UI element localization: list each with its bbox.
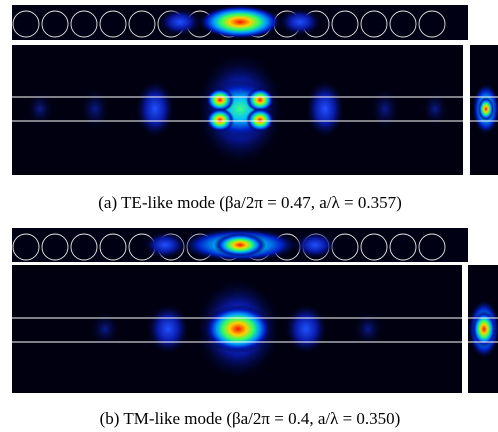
field-blob [214, 233, 266, 257]
field-blob [293, 231, 337, 259]
field-blob [79, 87, 111, 131]
hole [41, 10, 69, 38]
hole [360, 10, 388, 38]
field-blob [246, 88, 274, 112]
hole [41, 233, 69, 261]
field-blob [478, 97, 494, 121]
field-blob [206, 108, 234, 132]
hole [418, 233, 446, 261]
field-blob [352, 311, 384, 347]
field-blob [278, 8, 322, 36]
field-blob [246, 108, 274, 132]
hole [70, 233, 98, 261]
panel-b: (b) TM-like mode (βa/2π = 0.4, a/λ = 0.3… [12, 228, 498, 428]
panel-a: (a) TE-like mode (βa/2π = 0.47, a/λ = 0.… [12, 5, 498, 212]
field-blob [421, 91, 449, 127]
hole [99, 10, 127, 38]
hole [12, 233, 40, 261]
field-blob [143, 231, 187, 259]
field-blob [198, 5, 282, 39]
field-blob [369, 87, 401, 131]
field-blob [135, 79, 175, 139]
hole [128, 10, 156, 38]
caption: (a) TE-like mode (βa/2π = 0.47, a/λ = 0.… [98, 193, 402, 212]
field-blob [472, 311, 496, 347]
hole [70, 10, 98, 38]
field-blob [158, 8, 202, 36]
field-blob [206, 88, 234, 112]
field-blob [305, 79, 345, 139]
caption: (b) TM-like mode (βa/2π = 0.4, a/λ = 0.3… [100, 409, 401, 428]
hole [360, 233, 388, 261]
field-blob [146, 303, 190, 355]
hole [12, 10, 40, 38]
field-blob [284, 303, 328, 355]
hole [389, 10, 417, 38]
hole [389, 233, 417, 261]
hole [331, 10, 359, 38]
hole [418, 10, 446, 38]
hole [99, 233, 127, 261]
field-blob [89, 311, 121, 347]
field-blob [26, 91, 54, 127]
field-blob [204, 305, 272, 353]
